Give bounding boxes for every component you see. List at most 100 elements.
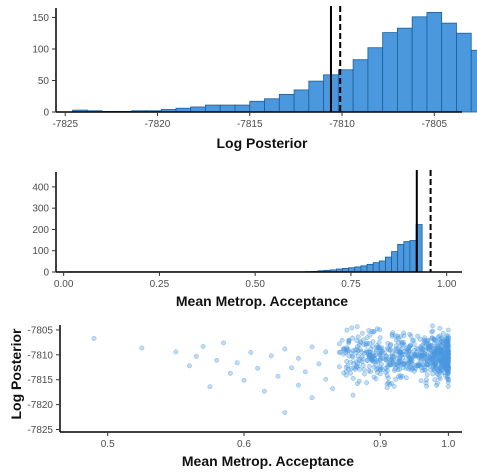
scatter-point [432, 377, 438, 383]
scatter-point [420, 342, 426, 348]
scatter-point [296, 355, 301, 361]
scatter-point [385, 375, 391, 381]
scatter-point [346, 337, 352, 343]
histogram-bar [352, 59, 369, 113]
histogram-bar [378, 260, 386, 273]
scatter-point [416, 353, 421, 359]
scatter-point [370, 339, 376, 345]
x-tick-label: 1.0 [441, 439, 455, 450]
scatter-point [445, 327, 451, 333]
histogram-bar [470, 49, 477, 113]
scatter-point [393, 376, 399, 382]
scatter-point [187, 363, 192, 369]
y-tick-label: -7820 [27, 400, 53, 411]
scatter-point [417, 336, 423, 342]
y-tick-label: 100 [32, 246, 49, 257]
scatter-point [289, 365, 295, 371]
scatter-point [344, 327, 350, 333]
scatter-point [369, 328, 375, 334]
scatter-point [350, 335, 355, 341]
scatter-point [445, 379, 451, 385]
scatter-point [440, 339, 446, 345]
x-tick-label: -7810 [329, 119, 355, 130]
y-axis-title: Log Posterior [8, 328, 24, 420]
scatter-point [234, 360, 240, 366]
scatter-point [445, 355, 451, 361]
scatter-point [349, 350, 355, 356]
scatter-point [359, 330, 365, 336]
x-tick-label: 1.00 [437, 279, 457, 290]
scatter-point [193, 353, 199, 359]
scatter-point [248, 349, 254, 355]
scatter-point [378, 357, 383, 362]
scatter-point [323, 349, 329, 355]
scatter-point [419, 350, 425, 356]
scatter-point [418, 354, 424, 360]
scatter-point [337, 349, 343, 355]
histogram-bar [190, 106, 206, 113]
scatter-point [418, 378, 424, 384]
histogram-bar [403, 241, 411, 273]
scatter-point [373, 376, 379, 382]
scatter-point [261, 388, 267, 394]
scatter-point [412, 365, 417, 371]
scatter-point [355, 344, 360, 349]
scatter-point [309, 344, 315, 350]
histogram-bar [441, 22, 457, 113]
y-tick-label: 300 [32, 204, 49, 215]
histogram-bar [384, 256, 392, 273]
scatter-point [387, 362, 392, 368]
scatter-point [344, 345, 350, 350]
x-tick-label: 0.50 [245, 279, 265, 290]
scatter-point [405, 360, 410, 366]
scatter-point [384, 385, 390, 391]
scatter-point [316, 361, 322, 367]
scatter-point [423, 377, 429, 383]
histogram-bar [205, 104, 221, 113]
scatter-point [91, 335, 97, 341]
scatter-point [374, 369, 380, 375]
scatter-point [370, 344, 376, 349]
scatter-point [435, 352, 441, 357]
y-tick-label: 0 [43, 268, 49, 279]
scatter-point [364, 380, 370, 386]
scatter-point [282, 410, 288, 416]
scatter-point [361, 342, 367, 348]
scatter-point [357, 366, 363, 372]
scatter-point [408, 351, 414, 357]
scatter-point [383, 365, 389, 371]
y-tick-label: 400 [32, 182, 49, 193]
scatter-point [443, 366, 449, 372]
scatter-point [343, 372, 349, 378]
scatter-point [387, 347, 393, 353]
histogram-bar [219, 104, 236, 113]
scatter-point [359, 349, 365, 355]
scatter-point [424, 372, 430, 378]
scatter-point [401, 330, 407, 336]
x-tick-label: -7815 [237, 119, 263, 130]
x-tick-label: 0.75 [341, 279, 361, 290]
scatter-point [366, 368, 372, 374]
scatter-point [355, 361, 360, 367]
scatter-point [398, 346, 404, 352]
scatter-point [408, 357, 414, 363]
scatter-point [336, 364, 342, 370]
scatter-point [376, 340, 382, 345]
scatter-point [408, 333, 414, 339]
scatter-point [391, 384, 397, 389]
x-tick-label: -7825 [52, 119, 78, 130]
scatter-point [425, 345, 431, 351]
scatter-point [395, 367, 401, 372]
scatter-point [383, 369, 389, 375]
scatter-point [441, 357, 447, 363]
scatter-point [362, 371, 367, 377]
scatter-point [442, 345, 448, 351]
scatter-point [346, 340, 352, 346]
scatter-point [339, 337, 345, 343]
scatter-point [355, 334, 361, 340]
scatter-point [430, 360, 436, 366]
scatter-point [391, 362, 397, 368]
histogram-log-posterior: -7825 -7820 -7815 -7810 -7805 0 50 100 150 [32, 6, 477, 130]
y-tick-label: -7805 [27, 325, 53, 336]
histogram-bar [372, 262, 380, 273]
